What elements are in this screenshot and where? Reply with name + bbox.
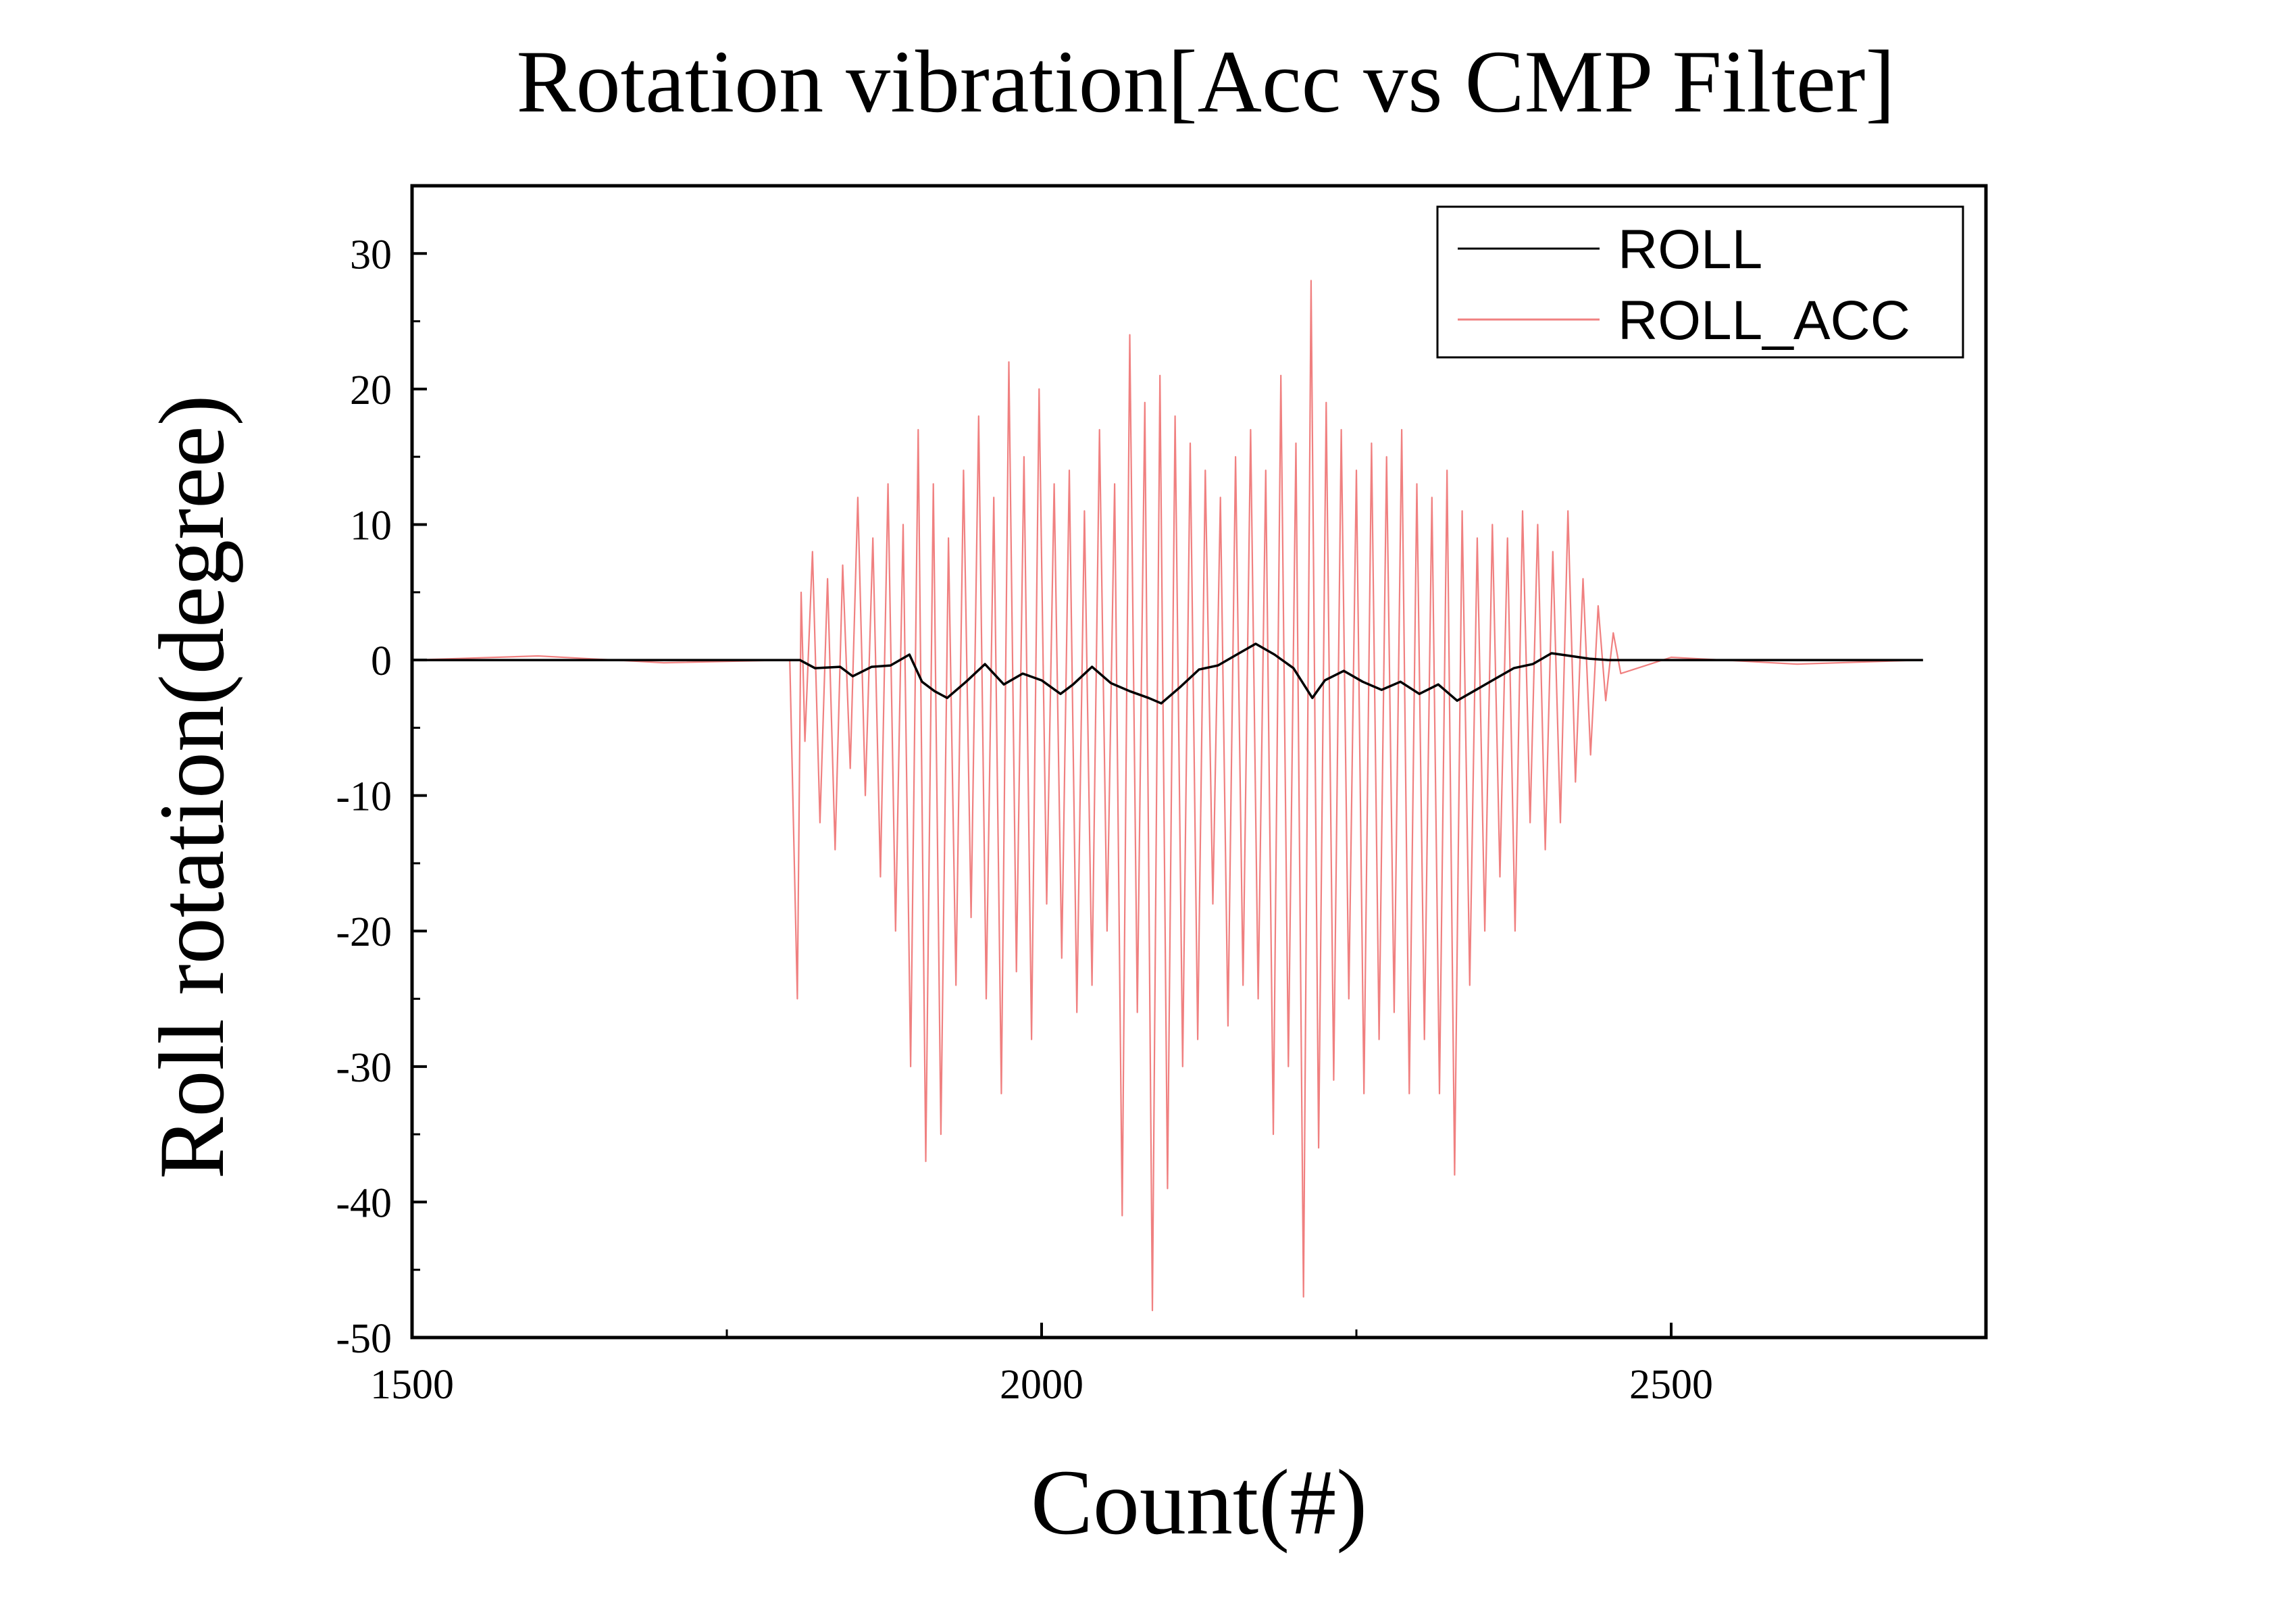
y-axis-label: Roll rotation(degree): [140, 395, 243, 1179]
x-axis: 1500 2000 2500: [370, 1323, 1713, 1408]
series-line-roll-acc: [412, 280, 1923, 1312]
series-layer: [412, 280, 1923, 1312]
legend-label-roll-acc: ROLL_ACC: [1618, 290, 1910, 351]
plot-frame: [410, 184, 1988, 1340]
x-tick-label: 2000: [1000, 1362, 1083, 1408]
legend: ROLL ROLL_ACC: [1436, 205, 1964, 359]
y-tick-label: 0: [371, 638, 392, 684]
y-axis: 30 20 10 0 -10 -20 -30 -40 -50: [336, 232, 427, 1362]
y-tick-label: -20: [336, 909, 392, 955]
y-tick-label: -40: [336, 1180, 392, 1226]
y-tick-label: 20: [350, 367, 392, 413]
x-tick-label: 1500: [370, 1362, 454, 1408]
y-tick-label: -30: [336, 1045, 392, 1091]
y-tick-label: 30: [350, 232, 392, 278]
x-tick-label: 2500: [1629, 1362, 1713, 1408]
y-tick-label: -50: [336, 1316, 392, 1362]
y-tick-label: -10: [336, 774, 392, 820]
x-axis-label: Count(#): [1031, 1450, 1367, 1554]
legend-label-roll: ROLL: [1618, 219, 1762, 280]
y-tick-label: 10: [350, 503, 392, 549]
legend-box: [1436, 205, 1964, 359]
chart-title: Rotation vibration[Acc vs CMP Filter]: [517, 32, 1895, 131]
plot-area: [412, 280, 1923, 1312]
series-line-roll: [412, 642, 1923, 705]
